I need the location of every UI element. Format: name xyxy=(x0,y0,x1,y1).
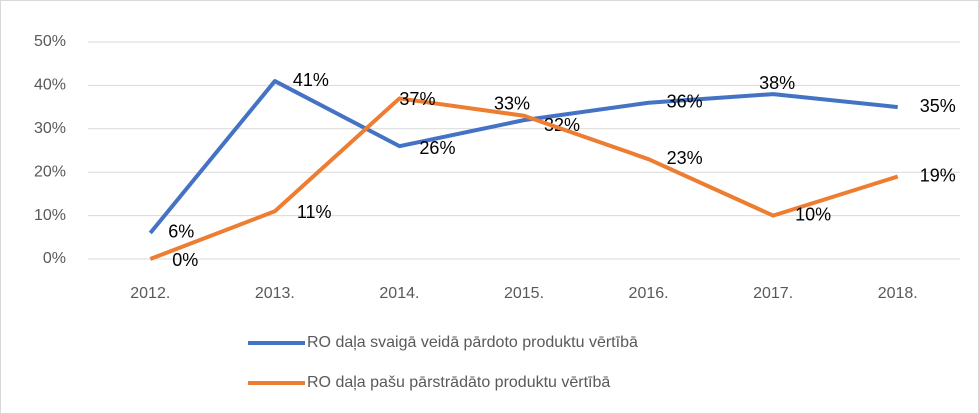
data-label: 11% xyxy=(297,202,332,222)
x-tick-label: 2016. xyxy=(629,285,669,302)
x-tick-label: 2012. xyxy=(130,285,170,302)
x-tick-label: 2018. xyxy=(878,285,918,302)
x-tick-label: 2013. xyxy=(255,285,295,302)
data-label: 23% xyxy=(667,148,703,168)
legend-label: RO daļa svaigā veidā pārdoto produktu vē… xyxy=(307,334,638,351)
y-tick-label: 20% xyxy=(34,163,66,180)
x-tick-label: 2015. xyxy=(504,285,544,302)
data-label: 0% xyxy=(172,250,198,270)
data-label: 26% xyxy=(419,138,455,158)
data-label: 36% xyxy=(667,92,703,112)
data-label: 37% xyxy=(399,89,435,109)
y-tick-label: 0% xyxy=(43,250,66,267)
data-label: 38% xyxy=(759,73,795,93)
legend-label: RO daļa pašu pārstrādāto produktu vērtīb… xyxy=(307,374,610,391)
data-label: 33% xyxy=(494,94,530,114)
y-tick-label: 40% xyxy=(34,77,66,94)
data-label: 19% xyxy=(920,165,956,185)
series-line xyxy=(149,96,899,261)
data-label: 41% xyxy=(293,70,329,90)
data-label: 32% xyxy=(544,115,580,135)
x-tick-label: 2014. xyxy=(379,285,419,302)
y-tick-label: 30% xyxy=(34,120,66,137)
x-tick-label: 2017. xyxy=(753,285,793,302)
series-line xyxy=(148,79,898,235)
y-tick-label: 10% xyxy=(34,207,66,224)
data-label: 10% xyxy=(795,204,831,224)
data-label: 35% xyxy=(920,96,956,116)
y-tick-label: 50% xyxy=(34,33,66,50)
data-label: 6% xyxy=(168,222,194,242)
